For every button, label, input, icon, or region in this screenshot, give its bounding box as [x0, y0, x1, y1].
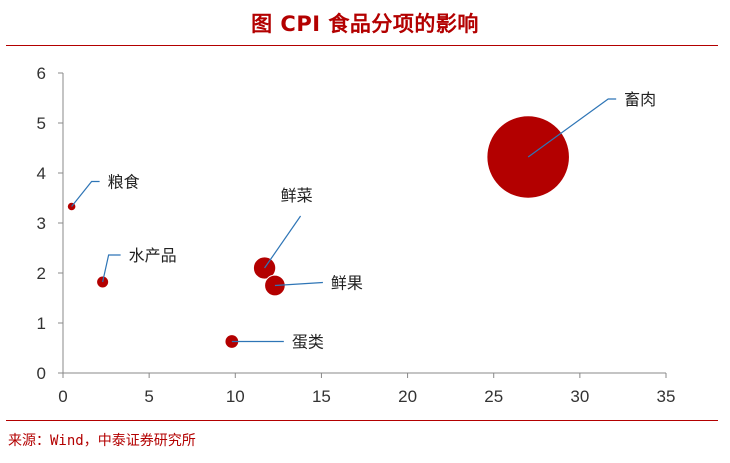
y-tick-label: 3 [37, 214, 46, 233]
x-tick-label: 0 [58, 387, 67, 406]
x-tick-label: 15 [312, 387, 331, 406]
leader-line-2 [264, 215, 302, 269]
y-tick-label: 2 [37, 264, 46, 283]
y-tick-label: 4 [37, 164, 46, 183]
point-label: 畜肉 [624, 90, 656, 109]
point-label: 鲜果 [331, 274, 363, 293]
source-note: 来源：Wind，中泰证券研究所 [8, 433, 196, 449]
y-tick-label: 6 [37, 64, 46, 83]
y-tick-label: 5 [37, 114, 46, 133]
point-label: 鲜菜 [281, 186, 313, 205]
leader-line-3 [274, 281, 323, 287]
x-tick-label: 35 [657, 387, 676, 406]
x-tick-label: 5 [144, 387, 153, 406]
y-tick-label: 0 [37, 364, 46, 383]
leader-line-4 [102, 254, 121, 283]
chart-title: 图 CPI 食品分项的影响 [251, 12, 479, 36]
x-tick-label: 30 [570, 387, 589, 406]
x-tick-label: 20 [398, 387, 417, 406]
axes: 0 5 10 15 20 25 30 35 0 1 2 3 4 5 6 [37, 64, 676, 406]
point-label: 粮食 [108, 173, 140, 192]
y-tick-label: 1 [37, 314, 46, 333]
point-label: 水产品 [129, 246, 177, 265]
leader-line-0 [527, 98, 617, 158]
x-tick-label: 25 [484, 387, 503, 406]
bubbles [66, 115, 570, 349]
footer-divider [6, 420, 718, 421]
leader-line-1 [71, 180, 100, 207]
title-divider [6, 45, 718, 46]
x-tick-label: 10 [226, 387, 245, 406]
point-label: 蛋类 [292, 333, 324, 352]
